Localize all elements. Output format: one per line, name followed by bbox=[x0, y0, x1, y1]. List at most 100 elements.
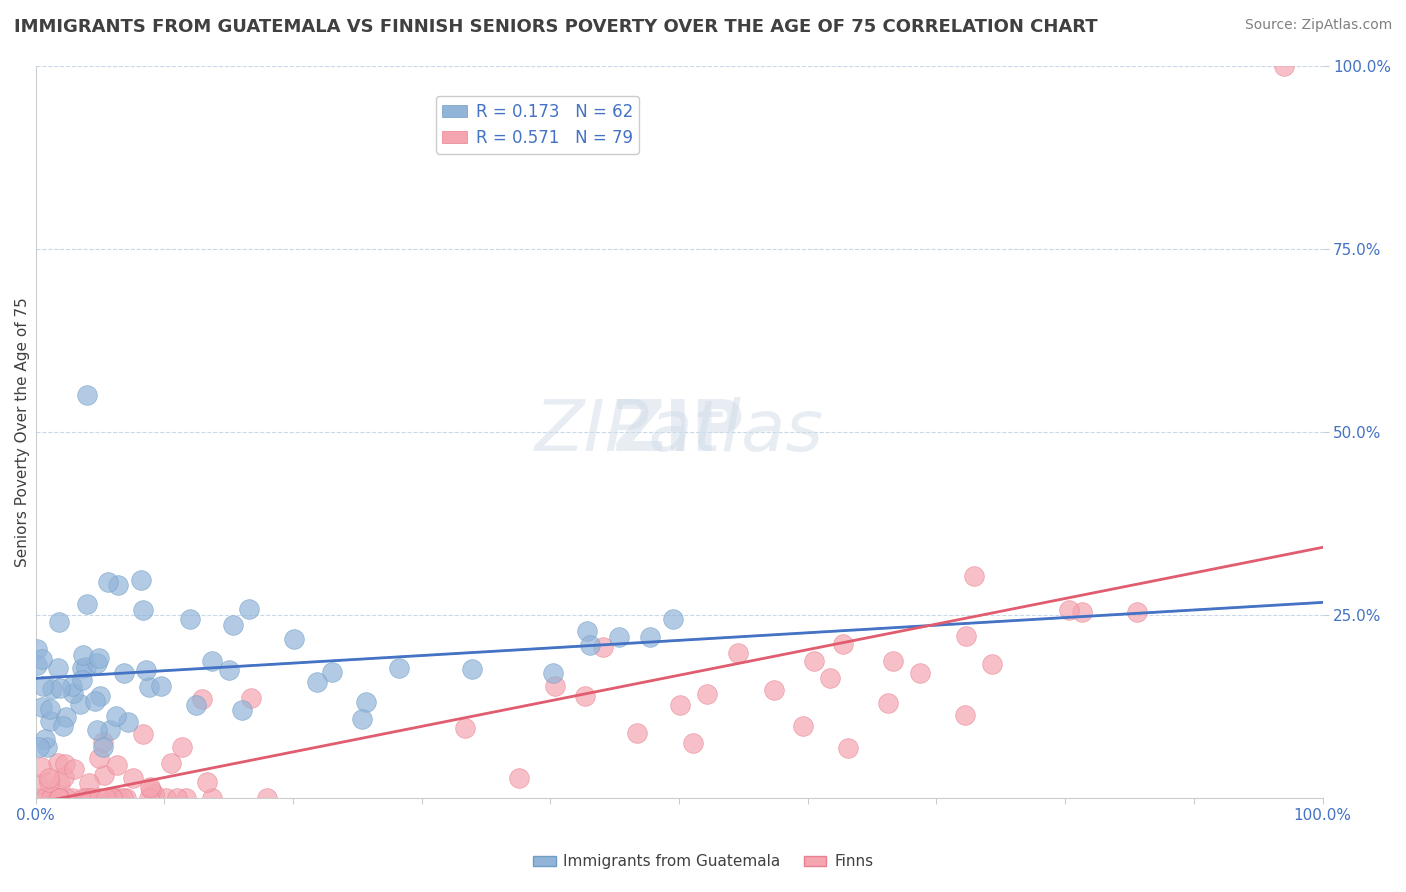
Point bbox=[877, 696, 900, 710]
Point bbox=[696, 687, 718, 701]
Point bbox=[955, 629, 977, 643]
Point bbox=[70, 660, 93, 674]
Point bbox=[122, 771, 145, 785]
Point bbox=[256, 791, 278, 805]
Point bbox=[80, 791, 103, 805]
Y-axis label: Seniors Poverty Over the Age of 75: Seniors Poverty Over the Age of 75 bbox=[15, 297, 30, 566]
Point bbox=[321, 665, 343, 680]
Point bbox=[34, 791, 56, 805]
Point bbox=[30, 760, 52, 774]
Legend: Immigrants from Guatemala, Finns: Immigrants from Guatemala, Finns bbox=[527, 848, 879, 875]
Point bbox=[222, 617, 245, 632]
Point bbox=[38, 714, 60, 728]
Point bbox=[48, 615, 70, 629]
Point bbox=[461, 662, 484, 676]
Point bbox=[238, 601, 260, 615]
Point bbox=[117, 714, 139, 729]
Point bbox=[174, 791, 197, 805]
Point bbox=[669, 698, 692, 712]
Point bbox=[239, 691, 262, 706]
Point bbox=[138, 780, 160, 794]
Point bbox=[953, 708, 976, 723]
Point bbox=[882, 654, 904, 668]
Point bbox=[87, 791, 110, 805]
Point bbox=[544, 679, 567, 693]
Point bbox=[69, 697, 91, 711]
Point bbox=[592, 640, 614, 654]
Point bbox=[77, 776, 100, 790]
Point bbox=[25, 658, 48, 673]
Text: Source: ZipAtlas.com: Source: ZipAtlas.com bbox=[1244, 18, 1392, 32]
Point bbox=[283, 632, 305, 646]
Point bbox=[53, 756, 76, 771]
Point bbox=[231, 703, 253, 717]
Point bbox=[350, 712, 373, 726]
Point bbox=[49, 777, 72, 791]
Point bbox=[76, 388, 98, 402]
Point bbox=[48, 791, 70, 805]
Point bbox=[640, 630, 662, 644]
Point bbox=[97, 574, 120, 589]
Point bbox=[962, 569, 984, 583]
Point bbox=[101, 791, 124, 805]
Point bbox=[93, 767, 115, 781]
Point bbox=[454, 721, 477, 735]
Point bbox=[201, 654, 224, 668]
Point bbox=[607, 631, 630, 645]
Point bbox=[75, 659, 97, 673]
Point bbox=[27, 777, 49, 791]
Point bbox=[89, 750, 111, 764]
Point bbox=[25, 641, 48, 656]
Point bbox=[27, 740, 49, 755]
Point bbox=[112, 791, 135, 805]
Point bbox=[818, 671, 841, 685]
Point bbox=[763, 682, 786, 697]
Point bbox=[114, 666, 136, 681]
Point bbox=[45, 791, 67, 805]
Point bbox=[107, 791, 129, 805]
Point bbox=[179, 611, 201, 625]
Point bbox=[191, 691, 214, 706]
Point bbox=[72, 648, 94, 662]
Point bbox=[41, 787, 63, 801]
Point bbox=[1057, 603, 1080, 617]
Point bbox=[218, 663, 240, 677]
Point bbox=[541, 666, 564, 681]
Point bbox=[132, 602, 155, 616]
Point bbox=[62, 685, 84, 699]
Point bbox=[86, 656, 108, 670]
Point bbox=[661, 612, 683, 626]
Point bbox=[48, 791, 70, 805]
Point bbox=[70, 673, 93, 687]
Point bbox=[49, 681, 72, 695]
Point bbox=[356, 695, 378, 709]
Point bbox=[63, 762, 86, 776]
Point bbox=[100, 791, 122, 805]
Point bbox=[91, 734, 114, 748]
Point bbox=[129, 573, 152, 587]
Point bbox=[201, 791, 224, 805]
Point bbox=[31, 700, 53, 714]
Point bbox=[38, 772, 60, 786]
Text: ZIP: ZIP bbox=[613, 397, 745, 467]
Point bbox=[80, 791, 103, 805]
Point bbox=[139, 783, 162, 797]
Point bbox=[87, 651, 110, 665]
Point bbox=[172, 740, 194, 755]
Point bbox=[1070, 605, 1092, 619]
Point bbox=[89, 690, 111, 704]
Point bbox=[575, 624, 598, 639]
Point bbox=[38, 774, 60, 789]
Point bbox=[142, 787, 165, 801]
Point bbox=[792, 719, 814, 733]
Point bbox=[75, 791, 97, 805]
Point bbox=[46, 756, 69, 770]
Point bbox=[31, 651, 53, 665]
Point bbox=[1126, 606, 1149, 620]
Point bbox=[55, 791, 77, 805]
Point bbox=[55, 710, 77, 724]
Point bbox=[195, 774, 218, 789]
Point bbox=[46, 661, 69, 675]
Point bbox=[682, 736, 704, 750]
Legend: R = 0.173   N = 62, R = 0.571   N = 79: R = 0.173 N = 62, R = 0.571 N = 79 bbox=[436, 96, 640, 153]
